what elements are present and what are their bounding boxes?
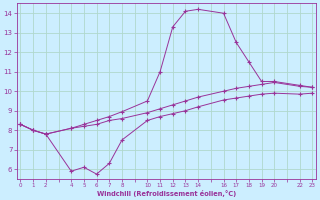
X-axis label: Windchill (Refroidissement éolien,°C): Windchill (Refroidissement éolien,°C) (97, 190, 236, 197)
